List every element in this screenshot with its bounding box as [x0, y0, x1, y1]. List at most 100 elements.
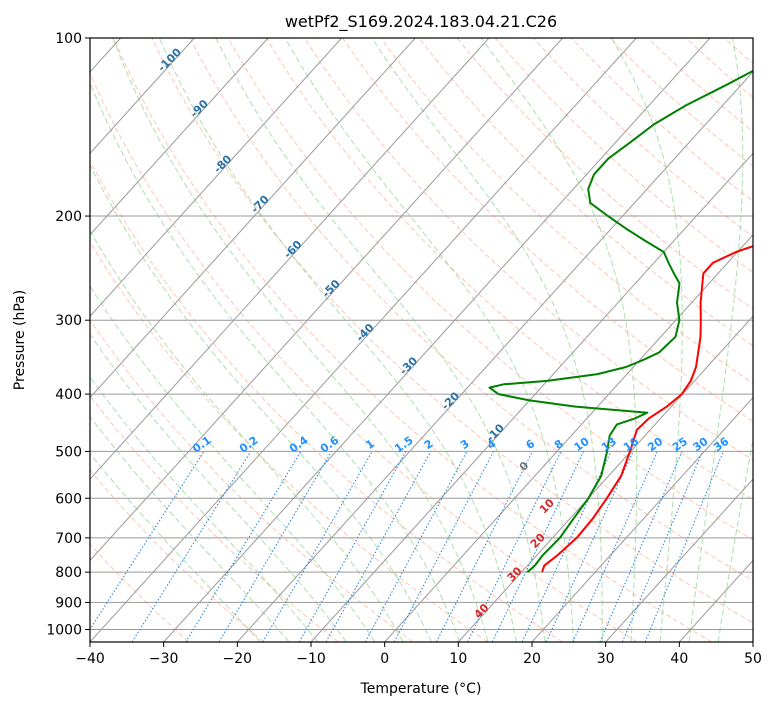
dry-adiabat-line — [265, 38, 753, 501]
x-tick-label: −40 — [75, 651, 105, 667]
dry-adiabat-line — [151, 38, 753, 624]
isotherm-line — [90, 38, 195, 155]
mixing-ratio-label: 3 — [458, 437, 472, 452]
isotherm-line — [310, 152, 753, 642]
x-tick-label: −30 — [149, 651, 179, 667]
isotherm-line — [384, 234, 753, 642]
mixing-ratio-label: 0.1 — [190, 434, 213, 456]
mixing-ratio-line — [599, 451, 683, 642]
mixing-ratio-line — [393, 451, 494, 642]
x-tick-label: 30 — [597, 651, 615, 667]
x-tick-label: 40 — [670, 651, 688, 667]
mixing-ratio-line — [131, 451, 252, 642]
x-axis-label: Temperature (°C) — [360, 681, 482, 697]
y-tick-label: 800 — [55, 565, 82, 581]
isotherm-line — [236, 71, 753, 642]
y-axis-ticks: 100 200 300 400 500 600 700 800 900 1000 — [46, 31, 90, 638]
dry-adiabat-line — [90, 469, 264, 642]
dry-adiabat-line — [227, 38, 753, 541]
mixing-ratio-line — [621, 451, 703, 642]
moist-adiabat-line — [90, 285, 376, 642]
x-tick-label: −20 — [223, 651, 253, 667]
y-tick-label: 500 — [55, 444, 82, 460]
dry-adiabat-line — [90, 319, 414, 642]
isotherm-line — [605, 478, 753, 642]
y-tick-label: 700 — [55, 531, 82, 547]
mixing-ratio-line — [325, 451, 432, 642]
series-layer — [488, 69, 753, 573]
isotherm-line — [163, 38, 711, 642]
x-axis-ticks: −40 −30 −20 −10 0 10 20 30 40 50 — [75, 642, 762, 667]
mixing-ratio-label: 6 — [524, 437, 538, 452]
dry-adiabat-line — [90, 241, 488, 642]
mixing-ratio-line — [572, 451, 658, 642]
dry-adiabat-line — [189, 38, 753, 582]
moist-adiabat-line — [112, 38, 489, 642]
isotherm-line — [678, 559, 753, 642]
dry-adiabat-line — [609, 38, 753, 167]
dry-adiabat-label: -40 — [353, 321, 376, 344]
y-tick-label: 900 — [55, 595, 82, 611]
dry-adiabat-line — [456, 38, 753, 310]
y-tick-label: 200 — [55, 209, 82, 225]
dry-adiabat-label: -100 — [155, 45, 184, 74]
isotherm-line — [90, 38, 416, 399]
temperature-profile-line — [541, 245, 753, 573]
moist-adiabat-line — [90, 333, 347, 642]
dry-adiabat-line — [571, 38, 753, 202]
moist-adiabat-label: 30 — [505, 564, 525, 584]
dry-adiabat-label: -50 — [320, 277, 343, 300]
y-tick-label: 1000 — [46, 622, 82, 638]
dry-adiabat-label: -20 — [439, 389, 462, 412]
y-tick-label: 100 — [55, 31, 82, 47]
dry-adiabat-label: -30 — [397, 354, 420, 377]
mixing-ratio-line — [545, 451, 634, 642]
dry-adiabat-line — [342, 38, 753, 422]
dry-adiabat-line — [90, 394, 339, 642]
moist-adiabat-label: 10 — [537, 496, 557, 516]
mixing-ratio-line — [262, 451, 373, 642]
y-axis-label: Pressure (hPa) — [12, 290, 28, 390]
dry-adiabat-label: -70 — [248, 193, 271, 216]
dry-adiabat-line — [90, 159, 563, 642]
x-tick-label: −10 — [296, 651, 326, 667]
isotherm-line — [90, 38, 343, 317]
isotherm-line — [457, 315, 753, 642]
x-tick-label: 10 — [449, 651, 467, 667]
isotherm-line — [90, 38, 564, 562]
y-tick-label: 300 — [55, 313, 82, 329]
moist-adiabat-line — [158, 38, 517, 642]
dry-adiabat-line — [418, 38, 753, 347]
x-tick-label: 20 — [523, 651, 541, 667]
moist-adiabat-label: 20 — [528, 531, 548, 551]
mixing-ratio-label: 0.6 — [318, 433, 342, 455]
mixing-ratio-line — [364, 451, 468, 642]
dry-adiabat-line — [762, 38, 775, 642]
dry-adiabat-line — [380, 38, 753, 384]
moist-adiabat-label: 40 — [472, 601, 492, 621]
chart-title: wetPf2_S169.2024.183.04.21.C26 — [285, 12, 557, 32]
mixing-ratio-line — [90, 451, 205, 631]
isotherm-line — [531, 396, 753, 642]
moist-adiabat-line — [717, 437, 753, 642]
grid-layer — [90, 38, 775, 642]
mixing-ratio-line — [491, 451, 585, 642]
dry-adiabat-label: -60 — [281, 238, 304, 261]
isotherm-line — [90, 38, 269, 236]
dry-adiabat-line — [90, 72, 638, 642]
moist-adiabat-line — [688, 38, 744, 642]
moist-adiabat-line — [371, 38, 603, 642]
isotherm-line — [90, 38, 490, 480]
x-tick-label: 50 — [744, 651, 762, 667]
isotherm-line — [90, 38, 637, 642]
mixing-ratio-line — [467, 451, 562, 642]
dry-adiabat-line — [90, 543, 190, 642]
mixing-ratio-label: 0.4 — [287, 433, 311, 455]
mixing-ratio-label: 1 — [363, 437, 377, 452]
plot-frame — [89, 37, 754, 643]
mixing-ratio-label: 2 — [422, 437, 436, 452]
y-tick-label: 400 — [55, 387, 82, 403]
mixing-ratio-line — [298, 451, 407, 642]
isotherm-line — [752, 641, 753, 642]
